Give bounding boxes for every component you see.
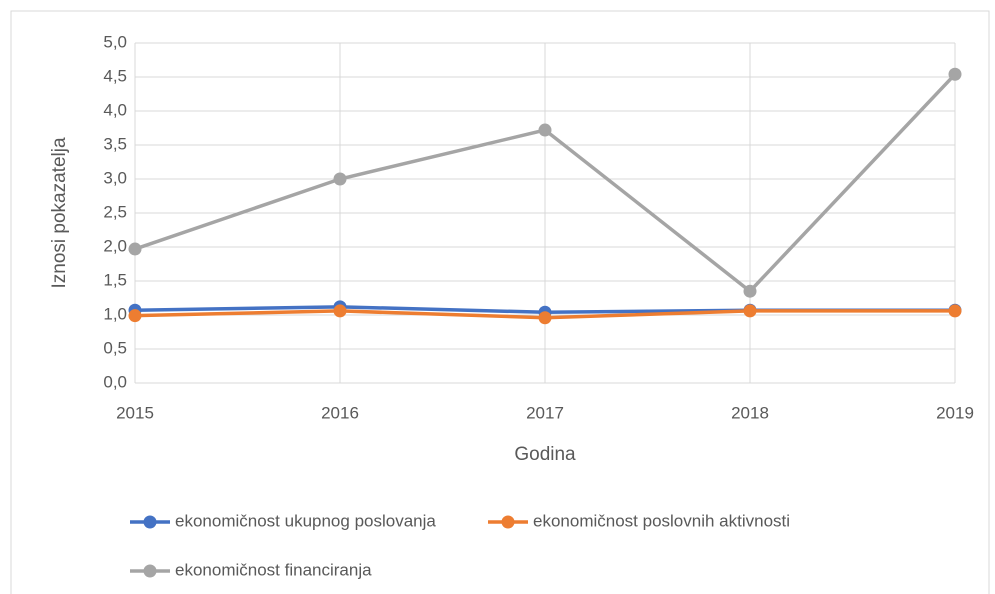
x-tick-label: 2015 bbox=[116, 403, 154, 422]
legend-marker bbox=[501, 515, 515, 529]
y-tick-label: 1,0 bbox=[103, 304, 127, 323]
y-tick-label: 3,0 bbox=[103, 168, 127, 187]
x-tick-label: 2016 bbox=[321, 403, 359, 422]
x-tick-label: 2017 bbox=[526, 403, 564, 422]
y-tick-label: 4,0 bbox=[103, 100, 127, 119]
point bbox=[128, 242, 142, 256]
legend-marker bbox=[143, 564, 157, 578]
y-tick-label: 4,5 bbox=[103, 66, 127, 85]
point bbox=[333, 304, 347, 318]
point bbox=[538, 123, 552, 137]
y-axis-title: Iznosi pokazatelja bbox=[49, 137, 70, 288]
legend-marker bbox=[143, 515, 157, 529]
legend-label: ekonomičnost poslovnih aktivnosti bbox=[533, 511, 790, 530]
chart-border bbox=[10, 10, 990, 594]
y-tick-label: 0,5 bbox=[103, 338, 127, 357]
point bbox=[743, 284, 757, 298]
point bbox=[948, 67, 962, 81]
y-tick-label: 3,5 bbox=[103, 134, 127, 153]
y-tick-label: 0,0 bbox=[103, 372, 127, 391]
y-tick-label: 2,5 bbox=[103, 202, 127, 221]
point bbox=[333, 172, 347, 186]
y-tick-label: 2,0 bbox=[103, 236, 127, 255]
point bbox=[128, 309, 142, 323]
y-tick-label: 1,5 bbox=[103, 270, 127, 289]
x-tick-label: 2018 bbox=[731, 403, 769, 422]
legend-label: ekonomičnost financiranja bbox=[175, 560, 372, 579]
legend-label: ekonomičnost ukupnog poslovanja bbox=[175, 511, 436, 530]
x-axis-title: Godina bbox=[514, 444, 576, 465]
x-tick-label: 2019 bbox=[936, 403, 974, 422]
point bbox=[538, 311, 552, 325]
y-tick-label: 5,0 bbox=[103, 32, 127, 51]
point bbox=[948, 304, 962, 318]
point bbox=[743, 304, 757, 318]
